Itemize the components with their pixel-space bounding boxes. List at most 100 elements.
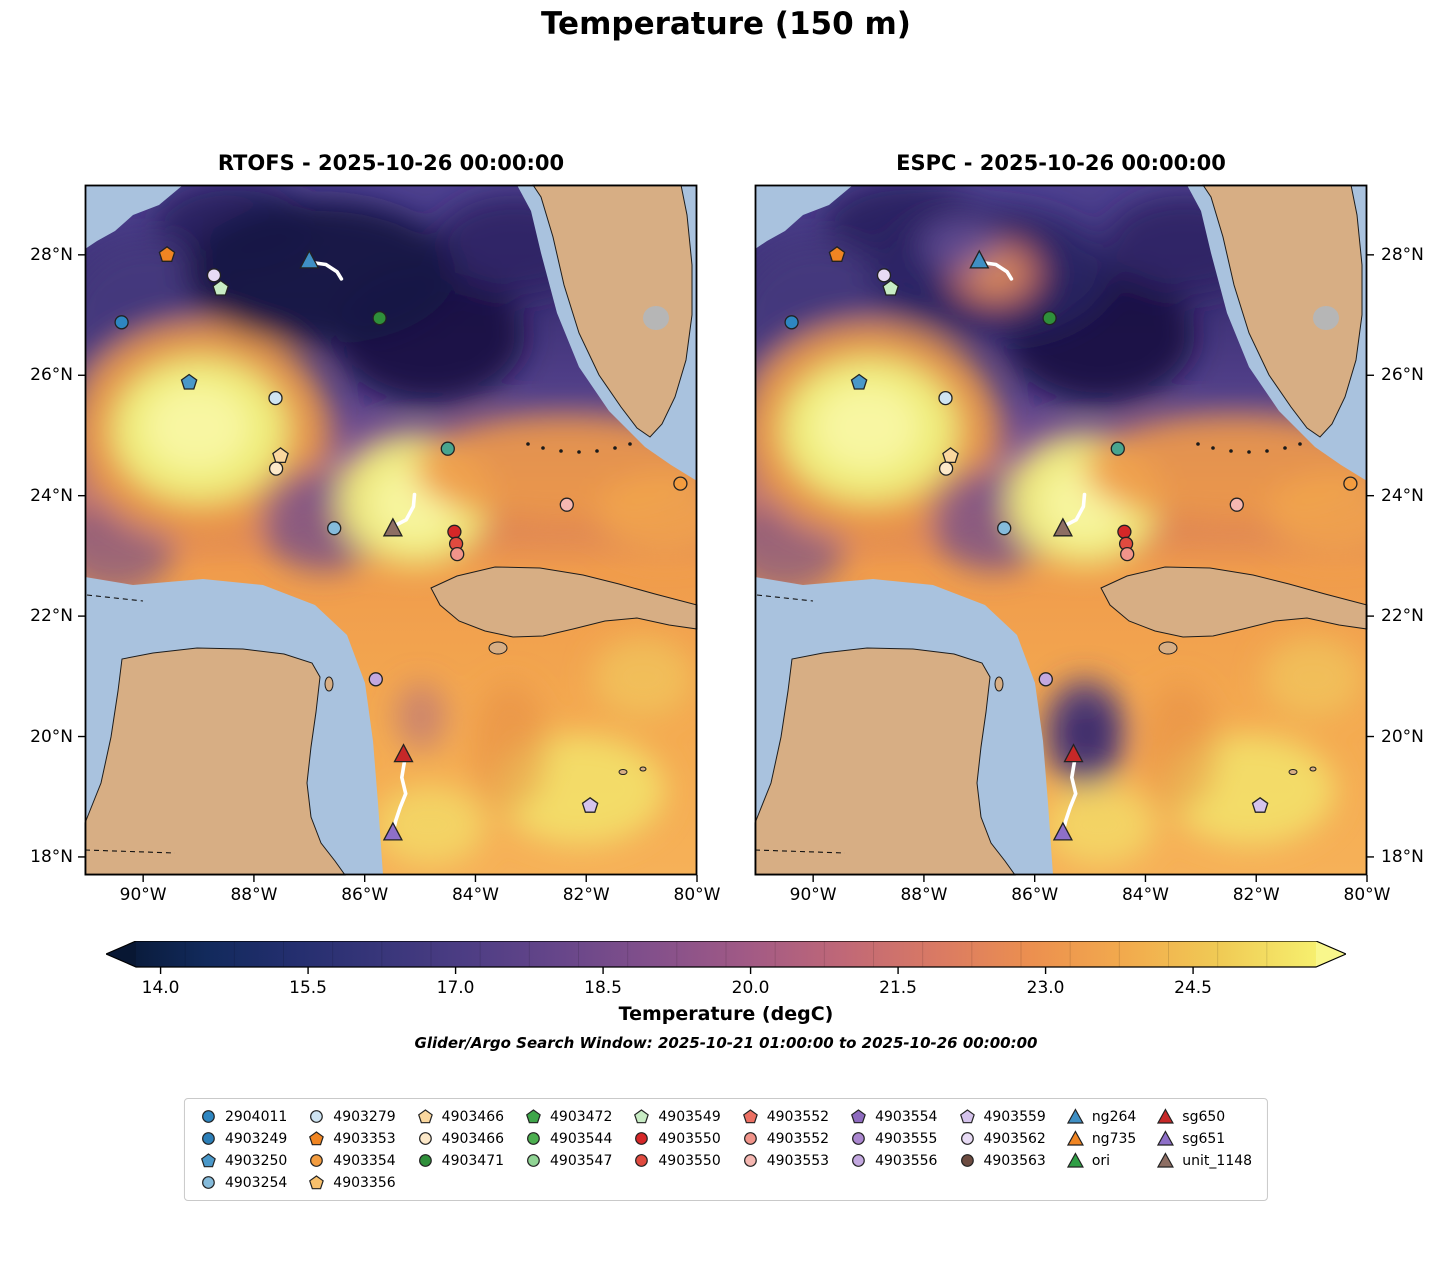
float-markers bbox=[114, 245, 688, 841]
marker-4903559 bbox=[1251, 796, 1269, 813]
legend-item-label: 4903556 bbox=[875, 1152, 938, 1169]
glider-track-ng264-track bbox=[977, 260, 1014, 281]
x-tick-label: 86°W bbox=[341, 885, 389, 905]
marker-sg650 bbox=[1063, 743, 1084, 763]
lake-okeechobee bbox=[1313, 306, 1339, 330]
legend-item-4903472: 4903472 bbox=[525, 1108, 612, 1125]
pentagon-marker-icon bbox=[201, 1153, 216, 1168]
panel-title-rtofs: RTOFS - 2025-10-26 00:00:00 bbox=[217, 151, 565, 175]
florida-land bbox=[532, 184, 693, 438]
legend-item-label: 4903544 bbox=[550, 1130, 613, 1147]
colorbar-tick-label: 17.0 bbox=[437, 978, 475, 998]
florida-land bbox=[1202, 184, 1363, 438]
map-rtofs bbox=[78, 184, 698, 882]
panel-title-espc: ESPC - 2025-10-26 00:00:00 bbox=[896, 151, 1226, 175]
land bbox=[754, 184, 1368, 876]
legend-item-4903550: 4903550 bbox=[633, 1152, 721, 1169]
marker-4903353 bbox=[158, 245, 176, 262]
legend-item-4903547: 4903547 bbox=[525, 1152, 612, 1169]
legend-item-4903356: 4903356 bbox=[308, 1174, 396, 1191]
marker-sg650 bbox=[393, 743, 414, 763]
axis-ticks bbox=[78, 254, 698, 882]
marker-4903544 bbox=[1110, 441, 1125, 456]
cuba-land bbox=[1100, 566, 1368, 638]
marker-4903550 bbox=[447, 524, 462, 539]
legend-item-4903249: 4903249 bbox=[200, 1130, 287, 1147]
legend-item-label: ori bbox=[1091, 1152, 1111, 1169]
legend-item-label: 4903547 bbox=[550, 1152, 613, 1169]
legend-item-label: 4903250 bbox=[224, 1152, 288, 1169]
colorbar-tick-label: 15.5 bbox=[289, 978, 327, 998]
legend-item-4903553: 4903553 bbox=[742, 1152, 829, 1169]
legend-column: ng264 ng735 ori bbox=[1066, 1108, 1137, 1169]
glider-track-ng264-track bbox=[307, 260, 344, 281]
marker-ng264 bbox=[969, 249, 990, 269]
colorbar-tick-label: 23.0 bbox=[1027, 978, 1065, 998]
circle-marker-icon bbox=[635, 1154, 649, 1167]
marker-4903549 bbox=[882, 279, 900, 296]
legend-item-label: 4903559 bbox=[983, 1108, 1046, 1125]
x-tick-label: 80°W bbox=[673, 885, 721, 905]
circle-marker-icon bbox=[852, 1154, 865, 1167]
marker-ng264 bbox=[299, 249, 320, 269]
marker-4903466 bbox=[268, 461, 284, 476]
y-tick-label: 28°N bbox=[30, 244, 73, 265]
legend-item-label: 4903553 bbox=[766, 1152, 830, 1169]
florida-keys bbox=[526, 442, 632, 454]
legend-item-label: 4903549 bbox=[658, 1108, 721, 1125]
marker-4903466 bbox=[942, 447, 959, 464]
marker-4903553 bbox=[559, 497, 574, 512]
glider-track-unit_1148-track bbox=[394, 492, 417, 527]
x-tick-label: 90°W bbox=[119, 885, 167, 905]
legend-column: 4903279 4903353 4903354 4903356 bbox=[308, 1108, 396, 1191]
triangle-marker-icon bbox=[1157, 1152, 1175, 1168]
legend-item-label: 4903354 bbox=[333, 1152, 396, 1169]
triangle-marker-icon bbox=[1066, 1108, 1084, 1124]
legend-column: sg650 sg651 unit_1148 bbox=[1157, 1108, 1252, 1169]
y-tick-label: 18°N bbox=[1381, 846, 1424, 867]
glider-tracks bbox=[307, 260, 417, 830]
marker-4903556 bbox=[1038, 672, 1053, 687]
search-window-subtitle: Glider/Argo Search Window: 2025-10-21 01… bbox=[414, 1034, 1038, 1052]
legend-item-label: 4903555 bbox=[875, 1130, 938, 1147]
marker-4903562 bbox=[876, 268, 892, 283]
circle-marker-icon bbox=[743, 1132, 757, 1145]
x-tick-label: 80°W bbox=[1343, 885, 1391, 905]
map-plot bbox=[754, 184, 1374, 882]
legend-item-label: 2904011 bbox=[224, 1108, 288, 1125]
triangle-marker-icon bbox=[1066, 1130, 1084, 1146]
legend-item-label: 4903466 bbox=[441, 1130, 505, 1147]
x-tick-label: 84°W bbox=[451, 885, 499, 905]
marker-unit_1148 bbox=[1052, 517, 1073, 537]
legend-item-label: ng264 bbox=[1091, 1108, 1137, 1125]
legend-item-4903562: 4903562 bbox=[958, 1130, 1046, 1147]
map-plot bbox=[78, 184, 698, 882]
circle-marker-icon bbox=[960, 1132, 974, 1145]
legend-column: 4903559 4903562 4903563 bbox=[958, 1108, 1046, 1169]
cuba-land bbox=[430, 566, 698, 638]
legend-item-label: 4903563 bbox=[983, 1152, 1046, 1169]
glider-tracks bbox=[977, 260, 1087, 830]
legend-column: 4903552 4903552 4903553 bbox=[742, 1108, 829, 1169]
florida-keys bbox=[1196, 442, 1302, 454]
legend-item-label: 4903552 bbox=[766, 1130, 830, 1147]
legend-item-4903353: 4903353 bbox=[308, 1130, 396, 1147]
legend-item-label: sg650 bbox=[1182, 1108, 1226, 1125]
x-tick-label: 90°W bbox=[789, 885, 837, 905]
legend-item-4903279: 4903279 bbox=[308, 1108, 396, 1125]
marker-4903553 bbox=[1229, 497, 1244, 512]
colorbar-tick-label: 21.5 bbox=[879, 978, 917, 998]
circle-marker-icon bbox=[418, 1132, 432, 1145]
legend-column: 4903549 4903550 4903550 bbox=[633, 1108, 721, 1169]
legend-item-4903563: 4903563 bbox=[958, 1152, 1046, 1169]
legend-item-label: 4903279 bbox=[333, 1108, 396, 1125]
colorbar-area: 14.0 15.5 17.0 18.5 20.0 21.5 23.0 24.5 Tempera… bbox=[104, 940, 1348, 1025]
pentagon-marker-icon bbox=[742, 1109, 758, 1124]
colorbar-tick-label: 24.5 bbox=[1174, 978, 1212, 998]
legend-item-4903552: 4903552 bbox=[742, 1108, 829, 1125]
legend-item-4903254: 4903254 bbox=[200, 1174, 287, 1191]
legend-item-label: 4903550 bbox=[658, 1152, 721, 1169]
legend-item-label: unit_1148 bbox=[1182, 1152, 1253, 1169]
legend-column: 4903466 4903466 4903471 bbox=[417, 1108, 504, 1169]
